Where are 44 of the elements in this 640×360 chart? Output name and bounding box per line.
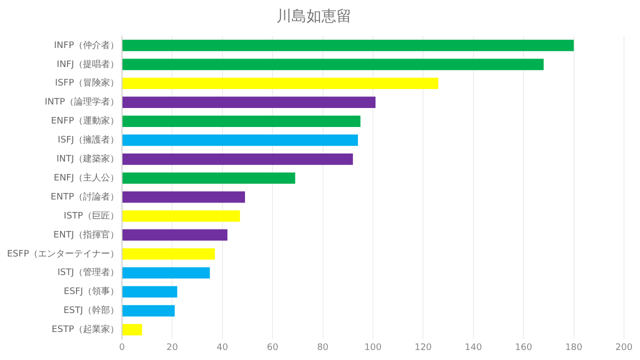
- y-tick-label: ENTJ（指揮官）: [53, 229, 120, 240]
- y-tick-label: ISTJ（管理者）: [57, 267, 120, 278]
- y-tick-label: ESFJ（領事）: [64, 286, 120, 298]
- y-tick-label: ESTJ（幹部）: [63, 305, 120, 316]
- x-tick-label: 200: [615, 342, 633, 353]
- y-tick-label: ENFJ（主人公）: [54, 172, 120, 184]
- x-tick-label: 60: [266, 342, 279, 353]
- x-tick-label: 180: [565, 342, 583, 353]
- bar: [122, 58, 544, 70]
- bar: [122, 134, 358, 146]
- bar: [122, 210, 240, 222]
- bar: [122, 324, 142, 336]
- y-tick-label: ISFP（冒険家）: [55, 78, 120, 89]
- bar: [122, 96, 376, 108]
- x-tick-label: 20: [166, 342, 178, 353]
- x-tick-label: 40: [216, 342, 228, 353]
- bar: [122, 267, 210, 279]
- bar: [122, 172, 296, 184]
- bar: [122, 191, 245, 203]
- y-tick-label: INTJ（建築家）: [56, 154, 120, 165]
- y-tick-label: ESTP（起業家）: [52, 324, 120, 336]
- x-tick-label: 120: [414, 342, 432, 353]
- bar: [122, 40, 574, 52]
- bar: [122, 248, 215, 260]
- bar: [122, 116, 360, 127]
- x-tick-label: 140: [464, 342, 482, 353]
- y-tick-label: ISFJ（擁護者）: [58, 134, 120, 146]
- x-tick-label: 100: [364, 342, 382, 353]
- bar: [122, 305, 175, 316]
- y-tick-label: INTP（論理学者）: [44, 96, 120, 108]
- y-tick-label: ENTP（討論者）: [50, 191, 120, 202]
- y-tick-label: ESFP（エンターテイナー）: [6, 249, 120, 260]
- bar: [122, 78, 438, 90]
- y-tick-label: INFJ（提唱者）: [56, 58, 120, 70]
- chart-title: 川島如恵留: [276, 6, 352, 25]
- x-tick-label: 160: [515, 342, 532, 353]
- y-tick-label: INFP（仲介者）: [54, 40, 120, 51]
- x-tick-label: 0: [119, 342, 126, 353]
- bar: [122, 286, 178, 298]
- bar: [122, 153, 353, 165]
- bar: [122, 229, 228, 241]
- y-tick-label: ISTP（巨匠）: [64, 210, 120, 222]
- y-tick-label: ENFP（運動家）: [50, 116, 120, 127]
- x-tick-label: 80: [317, 342, 329, 353]
